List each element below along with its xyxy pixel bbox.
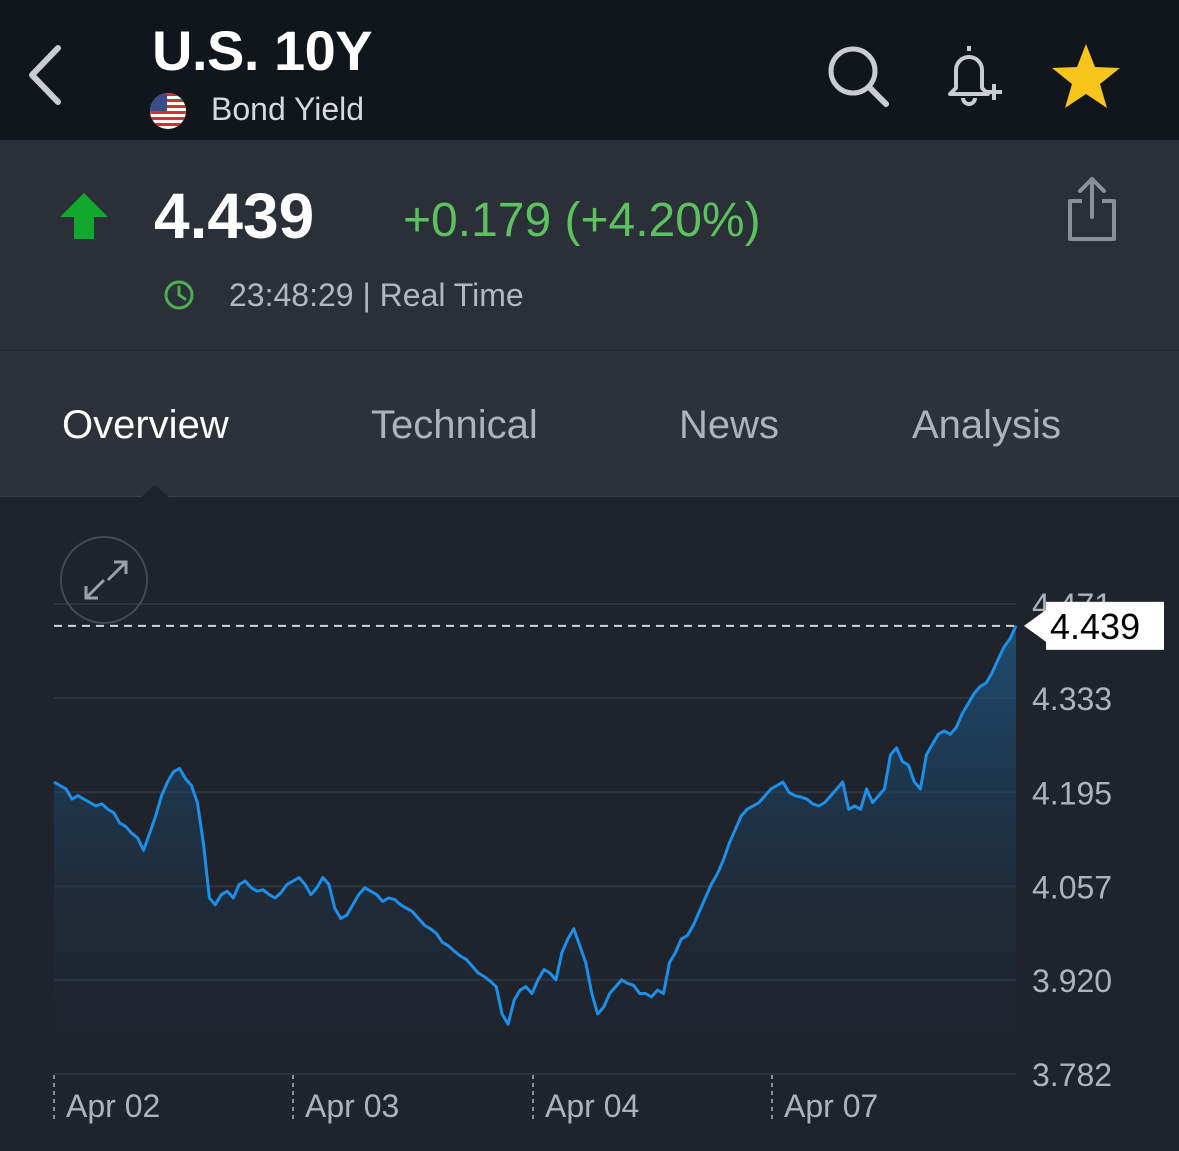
back-button[interactable] xyxy=(22,42,72,108)
expand-icon xyxy=(84,560,128,600)
tab-analysis[interactable]: Analysis xyxy=(912,403,1061,447)
watchlist-star-button[interactable] xyxy=(1050,40,1122,112)
x-axis-label: Apr 04 xyxy=(545,1088,639,1124)
chevron-left-icon xyxy=(29,45,61,105)
share-button[interactable] xyxy=(1064,175,1120,243)
y-tick-label: 4.057 xyxy=(1032,869,1112,905)
tab-bar: Overview Technical News Analysis xyxy=(0,351,1179,497)
arrow-up-icon xyxy=(58,191,110,241)
y-tick-label: 3.782 xyxy=(1032,1057,1112,1093)
star-icon xyxy=(1052,44,1120,108)
top-bar: U.S. 10Y Bond Yield xyxy=(0,0,1179,141)
bell-plus-icon xyxy=(948,46,1002,106)
price-change: +0.179 (+4.20%) xyxy=(403,194,761,247)
x-axis-label: Apr 02 xyxy=(66,1088,160,1124)
instrument-subtitle: Bond Yield xyxy=(211,91,365,127)
tab-news[interactable]: News xyxy=(679,403,780,447)
quote-panel: 4.439 +0.179 (+4.20%) 23:48:29 | Real Ti… xyxy=(0,141,1179,350)
tab-technical[interactable]: Technical xyxy=(371,403,538,447)
current-value-label: 4.439 xyxy=(1050,606,1140,647)
chart-area-fill xyxy=(54,625,1016,1074)
last-price: 4.439 xyxy=(154,180,315,252)
clock-icon xyxy=(163,279,195,311)
active-tab-indicator xyxy=(141,485,169,497)
y-tick-label: 3.920 xyxy=(1032,963,1112,999)
share-icon xyxy=(1068,177,1116,241)
add-alert-button[interactable] xyxy=(936,40,1006,110)
us-flag-icon xyxy=(150,93,186,129)
instrument-title: U.S. 10Y xyxy=(152,19,373,82)
x-axis-label: Apr 07 xyxy=(784,1088,878,1124)
y-tick-label: 4.333 xyxy=(1032,681,1112,717)
current-value-marker: 4.439 xyxy=(1024,601,1164,650)
search-button[interactable] xyxy=(826,44,890,108)
quote-time: 23:48:29 | Real Time xyxy=(229,277,524,313)
expand-chart-button[interactable] xyxy=(60,536,148,624)
search-icon xyxy=(828,46,889,107)
x-axis-label: Apr 03 xyxy=(305,1088,399,1124)
tab-overview[interactable]: Overview xyxy=(62,403,229,447)
y-tick-label: 4.195 xyxy=(1032,775,1112,811)
chart-series-line xyxy=(53,625,1018,1026)
